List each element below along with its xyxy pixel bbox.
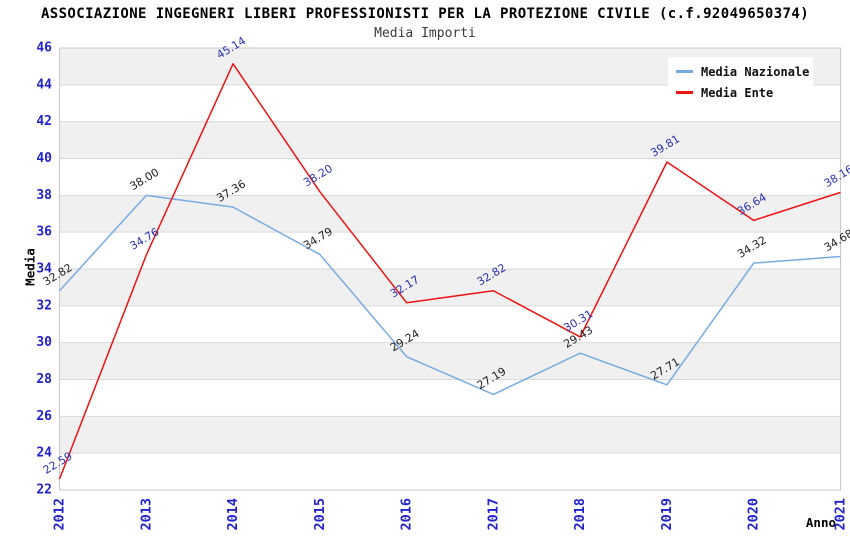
legend-item-media-ente: Media Ente (676, 82, 813, 103)
y-tick-label: 30 (36, 335, 52, 350)
y-tick-label: 44 (36, 77, 52, 92)
x-axis-title: Anno (806, 515, 836, 530)
legend-label-media-nazionale: Media Nazionale (701, 64, 810, 79)
y-tick-label: 36 (36, 225, 52, 240)
y-tick-label: 40 (36, 151, 52, 166)
x-tick-label: 2018 (572, 498, 588, 531)
legend-line-swatch-red (676, 91, 693, 94)
x-tick-label: 2016 (399, 498, 415, 531)
legend-line-swatch-blue (676, 70, 693, 73)
y-tick-label: 26 (36, 409, 52, 424)
grid-band (59, 453, 841, 490)
plot-border (59, 47, 841, 491)
y-tick-label: 28 (36, 372, 52, 387)
legend-label-media-ente: Media Ente (701, 85, 774, 100)
x-tick-label: 2019 (659, 498, 675, 531)
series-line-media-ente (58, 63, 841, 480)
grid-band (59, 379, 841, 417)
legend: Media Nazionale Media Ente (668, 57, 813, 107)
x-tick-label: 2015 (312, 498, 328, 531)
legend-item-media-nazionale: Media Nazionale (676, 61, 813, 82)
x-tick-label: 2021 (833, 498, 849, 531)
x-tick-label: 2012 (52, 498, 68, 531)
y-tick-label: 24 (36, 446, 52, 461)
y-tick-label: 32 (36, 298, 52, 313)
x-tick-label: 2014 (225, 498, 241, 531)
y-tick-label: 34 (36, 262, 52, 277)
y-axis-title: Media (23, 248, 38, 286)
y-tick-label: 22 (36, 483, 52, 498)
grid-band (59, 158, 841, 196)
grid-band (59, 195, 841, 233)
x-tick-label: 2020 (746, 498, 762, 531)
y-tick-label: 42 (36, 114, 52, 129)
grid-band (59, 269, 841, 306)
grid-band (59, 232, 841, 269)
chart-title: ASSOCIAZIONE INGEGNERI LIBERI PROFESSION… (40, 6, 810, 22)
grid-band (59, 342, 841, 380)
grid-band (59, 305, 841, 343)
y-tick-label: 46 (36, 41, 52, 56)
series-line-media-nazionale (58, 194, 841, 396)
chart-subtitle: Media Importi (374, 26, 476, 41)
y-tick-label: 38 (36, 188, 52, 203)
grid-band (59, 121, 841, 159)
grid-band (59, 416, 841, 454)
x-tick-label: 2017 (485, 498, 501, 531)
x-tick-label: 2013 (138, 498, 154, 531)
